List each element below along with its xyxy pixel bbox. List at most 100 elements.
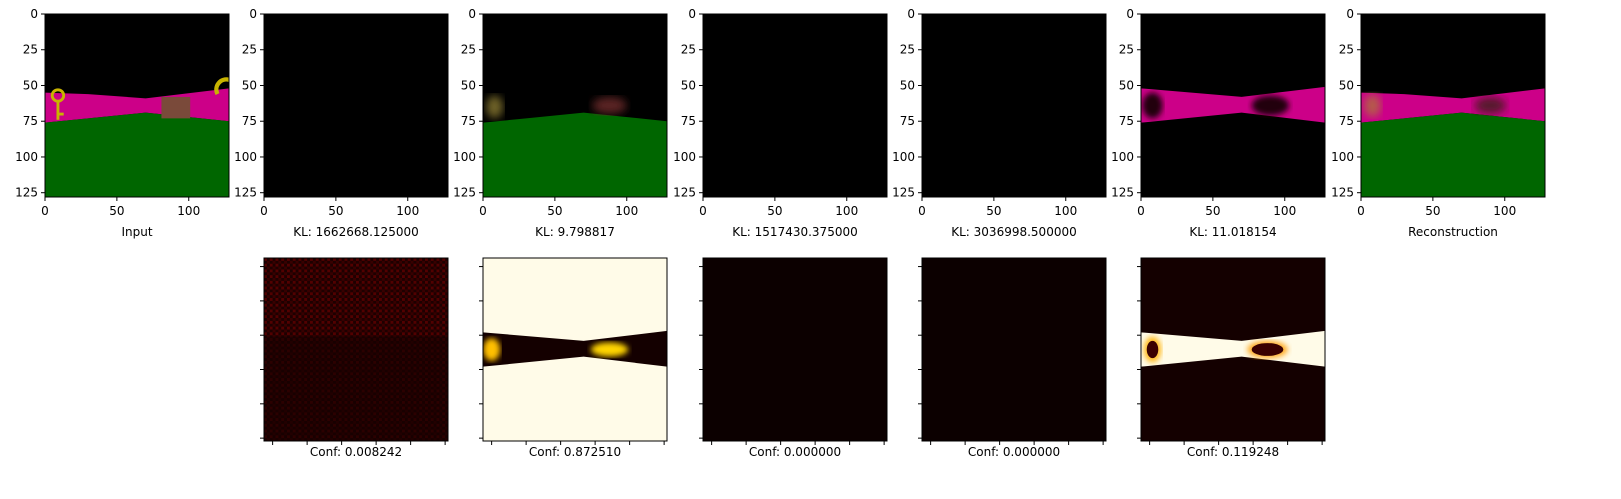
y-tick-label: 100 xyxy=(1111,150,1134,164)
y-tick-label: 100 xyxy=(453,150,476,164)
image-background xyxy=(264,14,448,197)
y-tick-label: 50 xyxy=(461,78,476,92)
panel-caption: Input xyxy=(121,225,152,239)
axes-frame xyxy=(921,257,1107,442)
y-tick-label: 125 xyxy=(453,186,476,200)
axes-frame xyxy=(702,257,888,442)
top-axes-2: 0 50 100 0 25 50 75 100 125 KL: 9.798817 xyxy=(453,7,668,239)
y-tick-label: 0 xyxy=(468,7,476,21)
x-tick-label: 0 xyxy=(1137,204,1145,218)
y-tick-label: 25 xyxy=(1339,43,1354,57)
floor xyxy=(1361,112,1545,197)
y-tick-label: 75 xyxy=(242,114,257,128)
y-tick-label: 0 xyxy=(249,7,257,21)
x-tick-label: 100 xyxy=(835,204,858,218)
floor xyxy=(45,112,229,197)
panel-caption: Conf: 0.872510 xyxy=(529,445,621,459)
key-object xyxy=(50,88,66,120)
image-background xyxy=(703,14,887,197)
top-image-2 xyxy=(483,14,667,197)
y-tick-label: 50 xyxy=(23,78,38,92)
wall-band xyxy=(1361,88,1545,123)
axes-frame xyxy=(1360,13,1546,198)
panel-caption: KL: 9.798817 xyxy=(535,225,615,239)
axes-frame xyxy=(263,257,449,442)
y-tick-label: 100 xyxy=(1331,150,1354,164)
top-image-1 xyxy=(264,14,448,197)
x-tick-label: 0 xyxy=(41,204,49,218)
bot-image-0 xyxy=(264,258,448,441)
y-tick-label: 25 xyxy=(900,43,915,57)
bot-image-1 xyxy=(483,258,667,441)
map-cold-right xyxy=(1251,343,1284,356)
bot-axes-4: Conf: 0.119248 xyxy=(1137,257,1326,459)
y-tick-label: 25 xyxy=(242,43,257,57)
axes-frame xyxy=(1140,13,1326,198)
blurred-key xyxy=(485,95,504,119)
panel-caption: Conf: 0.000000 xyxy=(968,445,1060,459)
y-tick-label: 100 xyxy=(673,150,696,164)
dark-blob-right xyxy=(1251,95,1290,116)
x-tick-label: 50 xyxy=(986,204,1001,218)
y-tick-label: 125 xyxy=(15,186,38,200)
axes-frame xyxy=(44,13,230,198)
y-tick-label: 75 xyxy=(23,114,38,128)
dark-blob-left xyxy=(1142,92,1163,119)
map-bright-band xyxy=(1141,330,1325,367)
panel-caption: KL: 1662668.125000 xyxy=(293,225,418,239)
panel-caption: KL: 11.018154 xyxy=(1189,225,1276,239)
y-tick-label: 100 xyxy=(15,150,38,164)
top-axes-5: 0 50 100 0 25 50 75 100 125 KL: 11.018154 xyxy=(1111,7,1326,239)
bot-axes-1: Conf: 0.872510 xyxy=(479,257,668,459)
top-axes-0: 0 50 100 0 25 50 75 100 125 Input xyxy=(15,7,230,239)
top-image-6 xyxy=(1361,14,1545,197)
axes-frame xyxy=(263,13,449,198)
y-tick-label: 75 xyxy=(1119,114,1134,128)
y-tick-label: 50 xyxy=(1119,78,1134,92)
y-tick-label: 50 xyxy=(681,78,696,92)
x-tick-label: 50 xyxy=(1425,204,1440,218)
panel-caption: Conf: 0.119248 xyxy=(1187,445,1279,459)
bottom-row: Conf: 0.008242 Conf: 0.872510 Conf: 0.0000… xyxy=(260,257,1326,459)
y-tick-label: 100 xyxy=(892,150,915,164)
bot-image-3 xyxy=(922,258,1106,441)
blurred-box xyxy=(1474,96,1507,115)
top-axes-3: 0 50 100 0 25 50 75 100 125 KL: 1517430.375000 xyxy=(673,7,888,239)
y-tick-label: 50 xyxy=(1339,78,1354,92)
panel-caption: KL: 1517430.375000 xyxy=(732,225,857,239)
top-image-0 xyxy=(45,14,229,197)
y-tick-label: 75 xyxy=(900,114,915,128)
y-tick-label: 0 xyxy=(1346,7,1354,21)
floor xyxy=(483,112,667,197)
image-background xyxy=(922,14,1106,197)
x-tick-label: 50 xyxy=(328,204,343,218)
top-axes-6: 0 50 100 0 25 50 75 100 125 Reconstruction xyxy=(1331,7,1546,239)
y-tick-label: 125 xyxy=(673,186,696,200)
y-tick-label: 25 xyxy=(681,43,696,57)
y-tick-label: 50 xyxy=(242,78,257,92)
axes-frame xyxy=(1140,257,1326,442)
panel-caption: Conf: 0.008242 xyxy=(310,445,402,459)
x-tick-label: 100 xyxy=(615,204,638,218)
y-tick-label: 0 xyxy=(30,7,38,21)
x-tick-label: 100 xyxy=(177,204,200,218)
y-tick-label: 125 xyxy=(1111,186,1134,200)
x-tick-label: 50 xyxy=(1205,204,1220,218)
x-tick-label: 100 xyxy=(1493,204,1516,218)
y-tick-label: 125 xyxy=(1331,186,1354,200)
y-tick-label: 0 xyxy=(688,7,696,21)
map-grain-bottom xyxy=(264,336,448,441)
y-tick-label: 25 xyxy=(23,43,38,57)
axes-frame xyxy=(702,13,888,198)
box-object xyxy=(161,96,191,119)
map-hot-left xyxy=(483,338,501,361)
bot-axes-3: Conf: 0.000000 xyxy=(918,257,1107,459)
top-row: 0 50 100 0 25 50 75 100 125 Input 0 50 100 0 25 50 75 100… xyxy=(15,7,1546,239)
x-tick-label: 50 xyxy=(109,204,124,218)
map-hot-right xyxy=(590,342,629,357)
y-tick-label: 125 xyxy=(892,186,915,200)
y-tick-label: 75 xyxy=(681,114,696,128)
y-tick-label: 0 xyxy=(1126,7,1134,21)
top-image-3 xyxy=(703,14,887,197)
